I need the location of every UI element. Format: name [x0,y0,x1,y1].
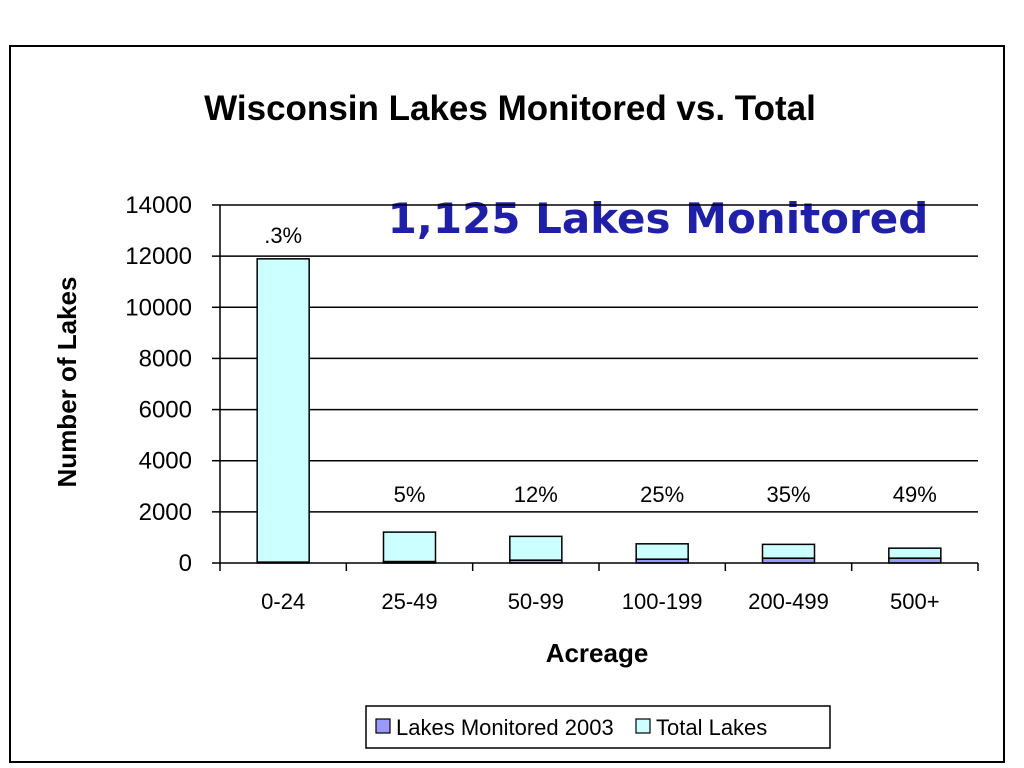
bar-percent-labels: .3% 5% 12% 25% 35% 49% [264,223,937,507]
bars [256,258,942,564]
legend: Lakes Monitored 2003 Total Lakes [365,705,831,749]
bar-total-0-24 [256,258,310,563]
legend-swatch-monitored [375,718,391,734]
bar-total-25-49 [382,531,437,563]
legend-label-total: Total Lakes [656,715,767,740]
bar-total-200-499 [761,543,816,559]
y-tick-label: 8000 [139,345,192,372]
bar-percent-label: 5% [394,482,426,507]
monitored-callout: 1,125 Lakes Monitored [388,194,929,243]
bar-percent-label: 49% [893,482,937,507]
y-tick-label: 2000 [139,499,192,526]
x-tick-labels: 0-24 25-49 50-99 100-199 200-499 500+ [261,589,939,614]
y-tick-label: 12000 [125,243,192,270]
bar-percent-label: 25% [640,482,684,507]
bar-total-100-199 [635,543,689,560]
y-tick-labels: 0 2000 4000 6000 8000 10000 12000 14000 [125,192,192,577]
chart-title: Wisconsin Lakes Monitored vs. Total [204,89,816,128]
y-tick-label: 0 [179,550,192,577]
bar-percent-label: 12% [514,482,558,507]
bar-total-50-99 [509,535,563,561]
x-axis-label: Acreage [546,638,649,668]
x-tick-label: 0-24 [261,589,305,614]
bar-total-500+ [888,547,942,559]
y-tick-label: 14000 [125,192,192,219]
x-tick-label: 100-199 [622,589,703,614]
x-tick-label: 25-49 [381,589,437,614]
chart-frame [9,45,1005,763]
bar-percent-label: 35% [766,482,810,507]
x-tick-label: 50-99 [508,589,564,614]
bar-percent-label: .3% [264,223,302,248]
y-axis-label: Number of Lakes [52,277,82,488]
axes [212,204,979,571]
y-tick-label: 4000 [139,448,192,475]
x-tick-label: 200-499 [748,589,829,614]
gridlines [220,204,978,513]
legend-swatch-total [635,718,651,734]
legend-label-monitored: Lakes Monitored 2003 [396,715,614,740]
y-tick-label: 10000 [125,294,192,321]
y-tick-label: 6000 [139,397,192,424]
x-tick-label: 500+ [890,589,940,614]
